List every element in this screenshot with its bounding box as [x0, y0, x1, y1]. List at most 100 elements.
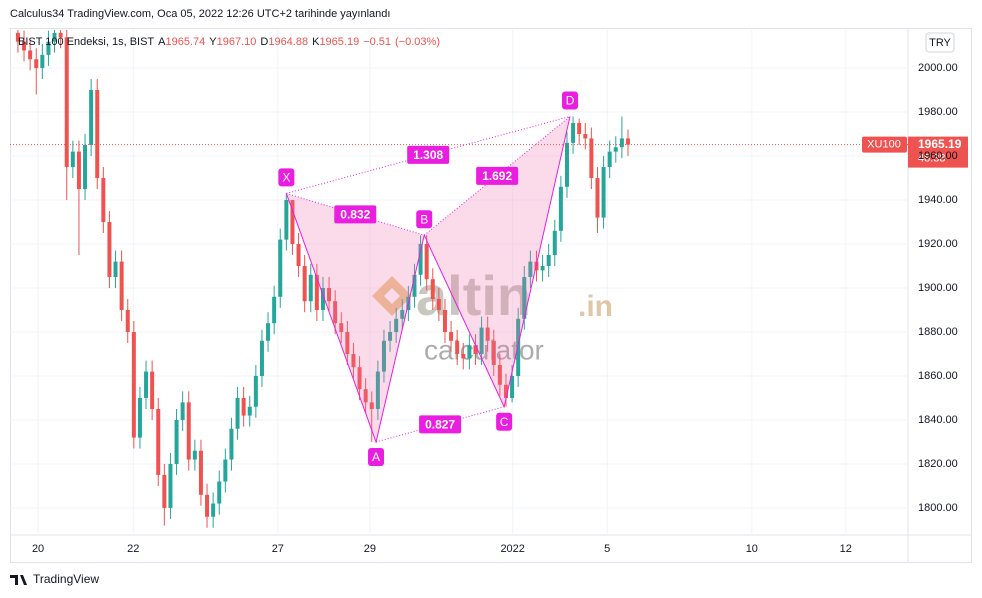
- candle-body: [375, 371, 380, 409]
- price-tag-value: 1965.19: [918, 137, 962, 151]
- candle-body: [76, 151, 81, 190]
- candle-body: [168, 463, 173, 508]
- ohlc-value: 1965.19: [319, 36, 359, 48]
- candle-body: [28, 50, 33, 60]
- candle-body: [247, 406, 252, 416]
- candle-body: [241, 397, 246, 416]
- point-box: [496, 412, 513, 431]
- candle-body: [22, 41, 27, 51]
- candle-body: [229, 428, 234, 460]
- ticker-label: XU100: [867, 139, 901, 151]
- y-tick-label: 1920.00: [918, 238, 958, 250]
- watermark-brand: altin: [416, 264, 531, 327]
- x-tick-label: 20: [32, 543, 44, 555]
- change-pct: (−0.03%): [395, 36, 440, 48]
- candle-body: [327, 287, 332, 302]
- currency-button[interactable]: [925, 32, 955, 53]
- ratio-box: [476, 166, 519, 185]
- candle-body: [70, 151, 75, 168]
- pattern-fill: [286, 193, 425, 442]
- candle-body: [400, 309, 405, 319]
- candle-body: [174, 419, 179, 464]
- y-tick-label: 1960.00: [918, 150, 958, 162]
- candle-body: [296, 244, 301, 267]
- point-label: X: [282, 171, 290, 185]
- ohlc-key: A: [158, 36, 166, 48]
- point-label: B: [420, 212, 428, 226]
- candle-body: [131, 331, 136, 438]
- candle-body: [162, 474, 167, 508]
- ratio-label: 0.827: [425, 418, 455, 432]
- x-tick-label: 27: [272, 543, 284, 555]
- candle-body: [345, 331, 350, 354]
- candle-body: [491, 340, 496, 365]
- candle-body: [479, 327, 484, 354]
- candle-body: [137, 397, 142, 438]
- candle-body: [34, 59, 39, 69]
- candle-body: [467, 345, 472, 359]
- candle-body: [253, 375, 258, 407]
- candle-body: [442, 309, 447, 332]
- candle-body: [528, 261, 533, 278]
- candle-body: [510, 375, 515, 398]
- point-box: [416, 210, 433, 229]
- footer-logo: [10, 575, 27, 585]
- candle-body: [156, 408, 161, 475]
- ratio-line: [286, 115, 571, 194]
- candle-body: [205, 494, 210, 517]
- candle-body: [449, 331, 454, 341]
- candle-body: [186, 402, 191, 460]
- candle-body: [46, 41, 51, 55]
- candle-body: [144, 371, 149, 398]
- y-tick-label: 1860.00: [918, 370, 958, 382]
- point-box: [368, 447, 385, 466]
- ratio-label: 1.692: [482, 169, 512, 183]
- candle-body: [198, 450, 203, 495]
- candle-body: [119, 261, 124, 310]
- candle-body: [320, 287, 325, 310]
- watermark-logo-inner: [384, 288, 400, 304]
- point-label: A: [372, 450, 380, 464]
- candle-body: [394, 318, 399, 332]
- ohlc-value: 1967.10: [217, 36, 257, 48]
- currency-label: TRY: [929, 37, 951, 49]
- y-tick-label: 2000.00: [918, 62, 958, 74]
- candle-body: [424, 244, 429, 280]
- candle-body: [577, 123, 582, 135]
- candle-body: [381, 340, 386, 372]
- candle-body: [113, 261, 118, 278]
- candle-body: [546, 255, 551, 267]
- x-tick-label: 2022: [500, 543, 524, 555]
- candle-body: [64, 37, 69, 168]
- candle-body: [357, 367, 362, 390]
- candle-body: [595, 178, 600, 218]
- x-tick-label: 10: [746, 543, 758, 555]
- candle-body: [308, 274, 313, 302]
- x-tick-label: 5: [604, 543, 610, 555]
- candle-body: [436, 298, 441, 310]
- candle-body: [333, 301, 338, 324]
- ratio-label: 1.308: [413, 148, 443, 162]
- ticker-box: [862, 136, 907, 153]
- point-box: [278, 168, 295, 187]
- candle-body: [150, 371, 155, 409]
- candle-body: [601, 167, 606, 218]
- candle-body: [625, 138, 630, 145]
- x-tick-label: 22: [127, 543, 139, 555]
- ratio-box: [419, 415, 462, 434]
- candle-body: [235, 397, 240, 429]
- candle-body: [83, 145, 88, 190]
- candle-body: [351, 353, 356, 368]
- ohlc-value: 1964.88: [268, 36, 308, 48]
- ohlc-key: Y: [209, 36, 217, 48]
- ratio-line: [423, 116, 571, 236]
- candle-body: [589, 138, 594, 179]
- candle-body: [314, 274, 319, 310]
- candle-body: [516, 318, 521, 376]
- symbol: BIST 100 Endeksi, 1s, BIST: [18, 36, 154, 48]
- candle-body: [455, 340, 460, 354]
- candle-body: [259, 340, 264, 376]
- candle-body: [540, 266, 545, 271]
- price-tag: [908, 136, 968, 168]
- candle-body: [278, 239, 283, 297]
